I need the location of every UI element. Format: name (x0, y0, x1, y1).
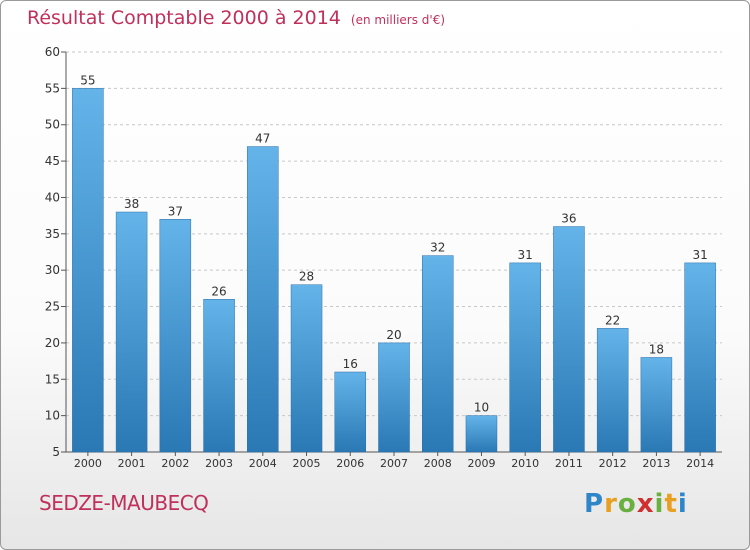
bar-2003 (203, 299, 235, 453)
proxiti-logo: Proxiti (584, 489, 688, 519)
chart-subtitle: (en milliers d'€) (350, 13, 446, 27)
y-tick-label: 45 (45, 154, 60, 168)
bar-2013 (640, 357, 673, 453)
data-label: 18 (649, 342, 664, 356)
x-tick-label: 2014 (686, 457, 714, 470)
x-tick-label: 2008 (424, 457, 452, 470)
bar-2006 (334, 371, 367, 453)
x-tick-label: 2011 (555, 457, 583, 470)
data-label: 55 (80, 73, 95, 87)
x-tick-label: 2010 (511, 457, 539, 470)
data-label: 10 (474, 401, 489, 415)
x-tick-label: 2001 (118, 457, 146, 470)
y-tick-label: 35 (45, 227, 60, 241)
data-label: 28 (299, 270, 314, 284)
x-tick-label: 2000 (74, 457, 102, 470)
title-text: Résultat Comptable 2000 à 2014 (27, 7, 341, 29)
data-label: 20 (386, 328, 401, 342)
x-tick-label: 2013 (642, 457, 670, 470)
y-tick-label: 25 (45, 300, 60, 314)
bar-2012 (596, 328, 629, 453)
y-tick-label: 10 (45, 409, 60, 423)
chart-title: Résultat Comptable 2000 à 2014 (en millie… (27, 7, 445, 29)
data-label: 32 (430, 241, 445, 255)
bar-2001 (115, 211, 148, 453)
x-tick-label: 2004 (249, 457, 277, 470)
y-tick-label: 50 (45, 118, 60, 132)
y-tick-label: 40 (45, 190, 60, 204)
commune-name: SEDZE-MAUBECQ (39, 491, 209, 515)
bar-2014 (684, 262, 716, 453)
data-label: 37 (168, 204, 183, 218)
data-label: 16 (343, 357, 358, 371)
bar-2008 (421, 255, 454, 453)
bar-2002 (159, 219, 192, 453)
bar-2011 (553, 226, 585, 453)
data-label: 31 (518, 248, 533, 262)
y-tick-label: 55 (45, 81, 60, 95)
bar-2000 (72, 88, 104, 453)
x-tick-label: 2006 (336, 457, 364, 470)
bar-2009 (465, 415, 498, 453)
x-tick-label: 2003 (205, 457, 233, 470)
data-label: 38 (124, 197, 139, 211)
y-tick-label: 15 (45, 372, 60, 386)
data-label: 36 (561, 212, 576, 226)
bar-2007 (378, 342, 410, 453)
bar-2010 (509, 262, 541, 453)
x-tick-label: 2012 (599, 457, 627, 470)
x-tick-label: 2007 (380, 457, 408, 470)
y-tick-label: 5 (52, 445, 60, 459)
x-tick-label: 2002 (161, 457, 189, 470)
y-tick-label: 60 (45, 45, 60, 59)
data-label: 22 (605, 313, 620, 327)
data-label: 47 (255, 132, 270, 146)
y-tick-label: 30 (45, 263, 60, 277)
x-tick-label: 2009 (467, 457, 495, 470)
data-label: 26 (211, 284, 226, 298)
y-tick-label: 20 (45, 336, 60, 350)
bar-2005 (290, 284, 323, 453)
bar-2004 (247, 146, 279, 453)
x-tick-label: 2005 (293, 457, 321, 470)
data-label: 31 (692, 248, 707, 262)
